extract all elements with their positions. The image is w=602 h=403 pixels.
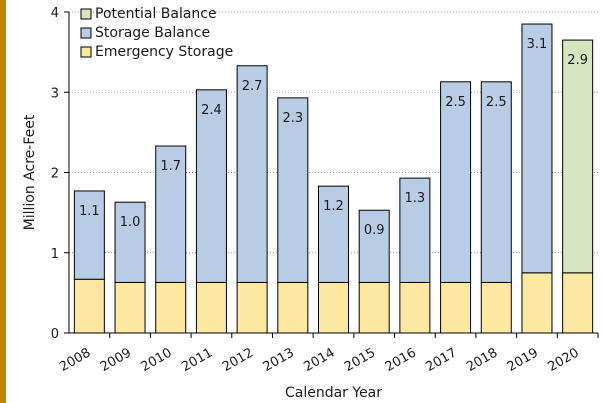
bar-data-label: 1.1	[79, 204, 100, 219]
legend-swatch	[80, 46, 92, 58]
bar-data-label: 2.7	[242, 79, 263, 94]
bar-data-label: 2.3	[282, 111, 303, 126]
y-axis-title: Million Acre-Feet	[22, 114, 38, 230]
bar-data-label: 2.9	[567, 53, 588, 68]
bar-emergency-storage	[440, 281, 472, 334]
bar-emergency-storage	[399, 281, 431, 334]
x-tick-label: 2018	[464, 345, 500, 375]
legend-swatch	[80, 8, 92, 20]
x-axis-title: Calendar Year	[285, 385, 382, 401]
bar-data-label: 1.0	[120, 215, 141, 230]
bar-storage-balance	[155, 145, 187, 283]
legend-label: Storage Balance	[95, 25, 210, 41]
legend-swatch	[80, 27, 92, 39]
bar-storage-balance	[195, 89, 227, 283]
bar-storage-balance	[440, 81, 472, 283]
bar-emergency-storage	[236, 281, 268, 334]
legend-label: Potential Balance	[95, 6, 217, 22]
bar-emergency-storage	[155, 281, 187, 334]
bar-data-label: 2.5	[486, 95, 507, 110]
left-border	[0, 0, 6, 403]
bar-storage-balance	[73, 190, 105, 280]
bar-storage-balance	[114, 201, 146, 283]
bar-storage-balance	[480, 81, 512, 283]
x-tick-label: 2020	[545, 345, 581, 375]
bar-emergency-storage	[562, 272, 594, 334]
y-tick-label: 4	[51, 6, 59, 21]
bar-data-label: 2.4	[201, 103, 222, 118]
y-tick-label: 0	[51, 327, 59, 342]
bar-data-label: 2.5	[445, 95, 466, 110]
x-tick-label: 2017	[423, 345, 459, 375]
bar-data-label: 3.1	[527, 37, 548, 52]
bar-storage-balance	[318, 185, 349, 283]
bar-emergency-storage	[73, 278, 105, 334]
bar-emergency-storage	[195, 281, 227, 334]
bar-potential-balance	[562, 39, 594, 274]
legend-label: Emergency Storage	[95, 44, 233, 60]
bar-emergency-storage	[277, 281, 309, 334]
bar-storage-balance	[399, 177, 431, 283]
x-tick-label: 2014	[301, 345, 337, 375]
x-tick-label: 2012	[220, 345, 256, 375]
y-tick-label: 2	[51, 167, 59, 182]
bar-emergency-storage	[358, 281, 390, 334]
bar-emergency-storage	[114, 281, 146, 334]
x-tick-label: 2010	[139, 345, 175, 375]
x-tick-label: 2008	[57, 345, 93, 375]
bar-emergency-storage	[318, 281, 349, 334]
bar-storage-balance	[277, 97, 309, 283]
x-tick-label: 2015	[342, 345, 378, 375]
x-tick-label: 2013	[261, 345, 297, 375]
x-tick-label: 2019	[505, 345, 541, 375]
x-tick-label: 2009	[98, 345, 134, 375]
bar-emergency-storage	[521, 272, 553, 334]
bar-storage-balance	[236, 65, 268, 283]
bar-data-label: 1.2	[323, 199, 344, 214]
bar-storage-balance	[358, 209, 390, 283]
x-tick-label: 2016	[383, 345, 419, 375]
bar-data-label: 1.7	[160, 159, 181, 174]
y-tick-label: 1	[51, 247, 59, 262]
bar-data-label: 0.9	[364, 223, 385, 238]
x-tick-label: 2011	[179, 345, 215, 375]
y-tick-label: 3	[51, 86, 59, 101]
bar-data-label: 1.3	[405, 191, 426, 206]
bar-storage-balance	[521, 23, 553, 274]
bar-emergency-storage	[480, 281, 512, 334]
